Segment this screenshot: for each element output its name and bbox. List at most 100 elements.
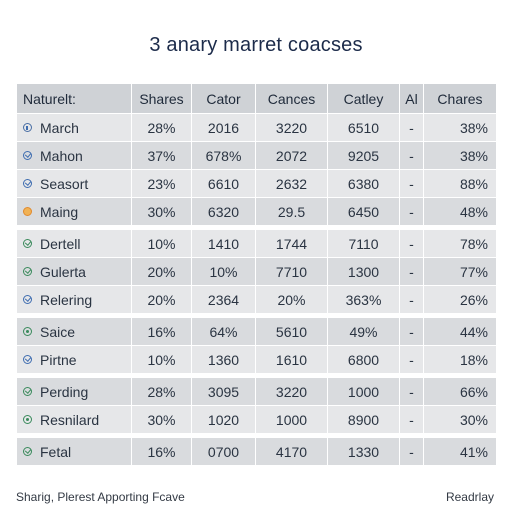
table-cell: 6320 [191,197,256,228]
column-header[interactable]: Cances [255,83,328,114]
row-name-cell: Saice [16,313,132,346]
row-name-cell: Relering [16,285,132,316]
table-cell: - [399,285,424,316]
row-name-label: Dertell [40,235,81,252]
table-cell: 3220 [255,113,328,142]
table-cell: - [399,225,424,258]
table-cell: 6380 [327,169,400,198]
table-cell: 1410 [191,225,256,258]
table-row[interactable]: Saice 16% 64% 5610 49% -44% [16,313,497,346]
row-name-cell: Maing [16,197,132,228]
row-name-cell: Perding [16,373,132,406]
table-cell: 44% [423,313,497,346]
table-cell: 1000 [327,373,400,406]
table-cell: 1020 [191,405,256,436]
table-cell: 1744 [255,225,328,258]
table-cell: 38% [423,113,497,142]
row-name-label: Pirtne [40,351,77,368]
table-cell: - [399,197,424,228]
check-status-icon [23,295,32,305]
table-row[interactable]: Fetal 16% 0700 4170 1330-41% [16,433,497,466]
table-cell: 6610 [191,169,256,198]
table-cell: - [399,433,424,466]
table-cell: 363% [327,285,400,316]
table-cell: 1300 [327,257,400,286]
table-cell: 10% [131,345,192,376]
column-header[interactable]: Catley [327,83,400,114]
table-cell: 41% [423,433,497,466]
table-cell: 20% [131,285,192,316]
table-cell: 77% [423,257,497,286]
column-header[interactable]: Naturelt: [16,83,132,114]
table-cell: 88% [423,169,497,198]
market-table: Naturelt: Shares Cator Cances Catley Al Chares… [16,83,497,466]
table-cell: 28% [131,373,192,406]
table-cell: 48% [423,197,497,228]
table-cell: - [399,405,424,436]
table-cell: 7710 [255,257,328,286]
column-header[interactable]: Cator [191,83,256,114]
row-name-cell: Seasort [16,169,132,198]
row-name-label: Fetal [40,443,72,460]
table-row[interactable]: Relering 20% 2364 20% 363% -26% [16,285,497,316]
table-cell: 16% [131,433,192,466]
table-row[interactable]: Gulerta 20% 10% 7710 1300-77% [16,257,497,286]
table-cell: 78% [423,225,497,258]
table-row[interactable]: March 28% 2016 3220 6510-38% [16,113,497,142]
table-row[interactable]: Mahon 37% 678% 2072 9205-38% [16,141,497,170]
table-cell: 3095 [191,373,256,406]
row-name-label: Maing [40,203,79,220]
row-name-label: Seasort [40,175,89,192]
row-name-label: Mahon [40,147,83,164]
table-cell: - [399,345,424,376]
table-row[interactable]: Resnilard 30% 1020 1000 8900-30% [16,405,497,436]
table-cell: 16% [131,313,192,346]
row-name-label: Gulerta [40,263,86,280]
table-row[interactable]: Maing 30% 6320 29.5 6450-48% [16,197,497,228]
table-cell: - [399,113,424,142]
row-name-label: March [40,119,79,136]
table-cell: 5610 [255,313,328,346]
table-cell: 2632 [255,169,328,198]
table-cell: - [399,169,424,198]
row-name-label: Relering [40,291,93,308]
footer-ready: Readrlay [445,490,494,504]
table-cell: 20% [131,257,192,286]
table-cell: 7110 [327,225,400,258]
table-cell: 1000 [255,405,328,436]
table-cell: 2072 [255,141,328,170]
table-cell: 30% [131,197,192,228]
table-body: March 28% 2016 3220 6510-38% Mahon 37% 678% 2072… [16,113,497,466]
warn-status-icon [23,207,32,217]
table-cell: 49% [327,313,400,346]
table-cell: 64% [191,313,256,346]
row-name-cell: Resnilard [16,405,132,436]
column-header[interactable]: Chares [423,83,497,114]
green-status-icon [23,387,32,397]
green-status-icon [23,239,32,249]
table-cell: - [399,141,424,170]
dot-status-icon [23,415,32,425]
row-name-label: Saice [40,323,76,340]
row-name-cell: Pirtne [16,345,132,376]
row-name-cell: March [16,113,132,142]
column-header[interactable]: Shares [131,83,192,114]
table-cell: 30% [423,405,497,436]
table-cell: 38% [423,141,497,170]
table-cell: 9205 [327,141,400,170]
table-row[interactable]: Pirtne 10% 1360 1610 6800-18% [16,345,497,376]
table-cell: 6800 [327,345,400,376]
table-row[interactable]: Perding 28% 3095 3220 1000-66% [16,373,497,406]
column-header[interactable]: Al [399,83,424,114]
table-cell: 10% [191,257,256,286]
table-cell: 37% [131,141,192,170]
green-status-icon [23,267,32,277]
table-row[interactable]: Dertell 10% 1410 1744 7110-78% [16,225,497,258]
row-name-label: Resnilard [40,411,100,428]
page-title: 3 anary marret coacses [149,34,363,56]
table-row[interactable]: Seasort 23% 6610 2632 6380-88% [16,169,497,198]
table-cell: 4170 [255,433,328,466]
table-cell: 6510 [327,113,400,142]
table-cell: 8900 [327,405,400,436]
table-cell: 23% [131,169,192,198]
